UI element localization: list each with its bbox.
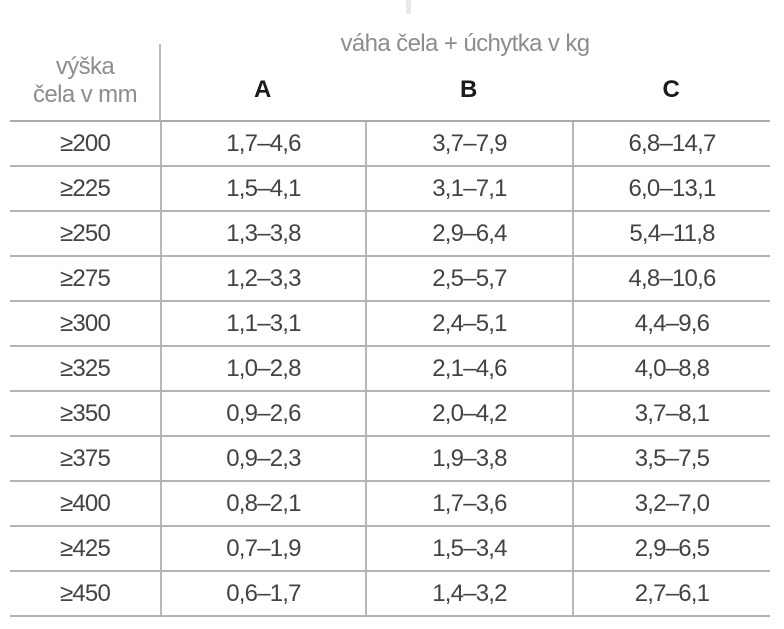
row-header-line2: čela v mm bbox=[33, 81, 138, 108]
table-row: ≥300 1,1–3,1 2,4–5,1 4,4–9,6 bbox=[10, 302, 770, 347]
table-row: ≥425 0,7–1,9 1,5–3,4 2,9–6,5 bbox=[10, 527, 770, 572]
table-row: ≥400 0,8–2,1 1,7–3,6 3,2–7,0 bbox=[10, 482, 770, 527]
cell-c: 6,0–13,1 bbox=[572, 167, 770, 210]
row-label: ≥200 bbox=[59, 129, 111, 157]
cell-a: 0,7–1,9 bbox=[160, 527, 365, 570]
table-row: ≥375 0,9–2,3 1,9–3,8 3,5–7,5 bbox=[10, 437, 770, 482]
row-label: ≥350 bbox=[59, 399, 111, 427]
cell-b: 2,5–5,7 bbox=[365, 257, 572, 300]
header-column-divider bbox=[159, 44, 161, 120]
row-label: ≥300 bbox=[59, 309, 111, 337]
weight-table: výška čela v mm váha čela + úchytka v kg… bbox=[10, 30, 770, 617]
cell-c: 4,0–8,8 bbox=[572, 347, 770, 390]
cell-c: 4,4–9,6 bbox=[572, 302, 770, 345]
row-label: ≥275 bbox=[59, 264, 111, 292]
row-label: ≥325 bbox=[59, 354, 111, 382]
cell-a: 0,8–2,1 bbox=[160, 482, 365, 525]
table-row: ≥325 1,0–2,8 2,1–4,6 4,0–8,8 bbox=[10, 347, 770, 392]
table-row: ≥275 1,2–3,3 2,5–5,7 4,8–10,6 bbox=[10, 257, 770, 302]
cell-a: 0,6–1,7 bbox=[160, 572, 365, 615]
row-label: ≥400 bbox=[59, 489, 111, 517]
cell-c: 5,4–11,8 bbox=[572, 212, 770, 255]
cell-b: 2,4–5,1 bbox=[365, 302, 572, 345]
cell-a: 1,3–3,8 bbox=[160, 212, 365, 255]
table-row: ≥350 0,9–2,6 2,0–4,2 3,7–8,1 bbox=[10, 392, 770, 437]
cell-b: 3,1–7,1 bbox=[365, 167, 572, 210]
cell-b: 1,9–3,8 bbox=[365, 437, 572, 480]
cell-c: 4,8–10,6 bbox=[572, 257, 770, 300]
column-header-a: A bbox=[253, 76, 272, 103]
row-label: ≥450 bbox=[59, 579, 111, 607]
table-row: ≥450 0,6–1,7 1,4–3,2 2,7–6,1 bbox=[10, 572, 770, 617]
group-header: váha čela + úchytka v kg bbox=[340, 30, 590, 57]
cell-b: 2,9–6,4 bbox=[365, 212, 572, 255]
row-label: ≥425 bbox=[59, 534, 111, 562]
cell-b: 1,4–3,2 bbox=[365, 572, 572, 615]
table-row: ≥250 1,3–3,8 2,9–6,4 5,4–11,8 bbox=[10, 212, 770, 257]
cell-b: 2,1–4,6 bbox=[365, 347, 572, 390]
cell-a: 1,1–3,1 bbox=[160, 302, 365, 345]
cell-b: 2,0–4,2 bbox=[365, 392, 572, 435]
artifact-mark bbox=[406, 0, 411, 14]
table-row: ≥200 1,7–4,6 3,7–7,9 6,8–14,7 bbox=[10, 122, 770, 167]
row-label: ≥250 bbox=[59, 219, 111, 247]
cell-c: 3,2–7,0 bbox=[572, 482, 770, 525]
cell-c: 3,5–7,5 bbox=[572, 437, 770, 480]
cell-c: 6,8–14,7 bbox=[572, 122, 770, 165]
cell-c: 3,7–8,1 bbox=[572, 392, 770, 435]
cell-c: 2,7–6,1 bbox=[572, 572, 770, 615]
cell-b: 3,7–7,9 bbox=[365, 122, 572, 165]
row-label: ≥225 bbox=[59, 174, 111, 202]
cell-b: 1,5–3,4 bbox=[365, 527, 572, 570]
cell-b: 1,7–3,6 bbox=[365, 482, 572, 525]
cell-a: 0,9–2,6 bbox=[160, 392, 365, 435]
row-header-line1: výška bbox=[55, 53, 115, 80]
cell-a: 1,7–4,6 bbox=[160, 122, 365, 165]
cell-a: 1,2–3,3 bbox=[160, 257, 365, 300]
table-header: výška čela v mm váha čela + úchytka v kg… bbox=[10, 30, 770, 122]
row-header-title: výška čela v mm bbox=[10, 53, 160, 109]
row-label: ≥375 bbox=[59, 444, 111, 472]
cell-a: 0,9–2,3 bbox=[160, 437, 365, 480]
cell-a: 1,5–4,1 bbox=[160, 167, 365, 210]
column-header-b: B bbox=[459, 76, 478, 103]
table-row: ≥225 1,5–4,1 3,1–7,1 6,0–13,1 bbox=[10, 167, 770, 212]
column-header-c: C bbox=[662, 76, 680, 103]
cell-c: 2,9–6,5 bbox=[572, 527, 770, 570]
cell-a: 1,0–2,8 bbox=[160, 347, 365, 390]
